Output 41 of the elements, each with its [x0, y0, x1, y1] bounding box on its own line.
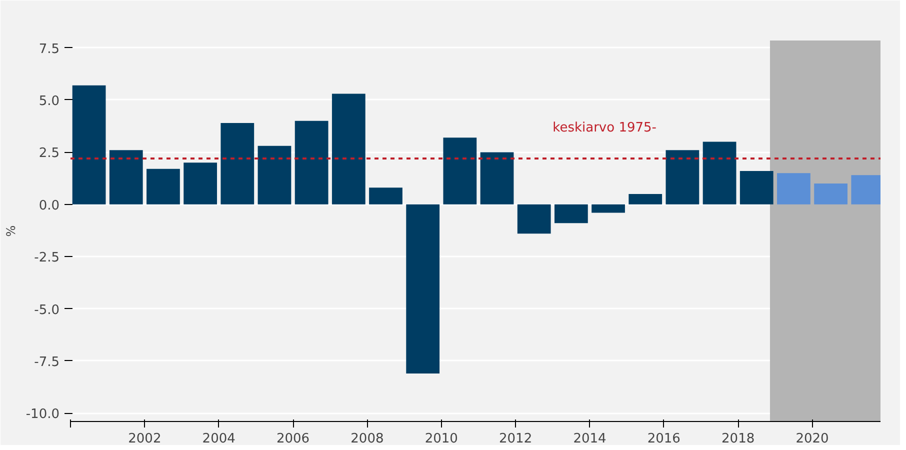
- bar: [666, 150, 700, 204]
- bar: [443, 138, 477, 204]
- bar: [184, 162, 217, 204]
- x-tick-label: 2016: [647, 432, 680, 446]
- bar: [702, 142, 736, 204]
- bar: [777, 173, 810, 204]
- y-tick-label: 5.0: [38, 94, 60, 109]
- y-tick-label: -5.0: [34, 302, 60, 318]
- bar: [146, 168, 180, 204]
- y-tick-label: -2.5: [34, 250, 60, 266]
- x-tick-label: 2002: [128, 432, 162, 446]
- bar: [592, 204, 625, 213]
- y-axis-title: %: [4, 225, 18, 237]
- bar: [554, 204, 588, 224]
- bar: [406, 204, 440, 374]
- x-tick-label: 2012: [499, 432, 532, 446]
- y-tick-label: -10.0: [26, 407, 60, 422]
- bar: [628, 194, 662, 204]
- bar: [740, 170, 774, 204]
- bar: [517, 204, 551, 234]
- bar: [258, 146, 292, 204]
- x-tick-label: 2006: [276, 432, 310, 446]
- x-tick-label: 2020: [796, 432, 829, 446]
- bar: [109, 150, 143, 204]
- y-tick-label: 7.5: [38, 42, 60, 57]
- x-tick-label: 2014: [573, 432, 606, 446]
- x-tick-label: 2018: [722, 432, 755, 446]
- bar: [294, 120, 328, 204]
- bar: [72, 85, 106, 204]
- x-tick-label: 2010: [424, 432, 458, 446]
- bar: [332, 94, 366, 204]
- ref-line-label: keskiarvo 1975-: [552, 120, 657, 136]
- y-tick-label: -7.5: [34, 354, 60, 370]
- bar: [814, 184, 848, 204]
- x-tick-label: 2004: [202, 432, 236, 446]
- x-tick-label: 2008: [350, 432, 384, 446]
- bar: [480, 152, 514, 204]
- bar: [220, 122, 254, 204]
- bar: [369, 188, 402, 204]
- y-tick-label: 2.5: [38, 146, 60, 162]
- y-tick-label: 0.0: [38, 198, 60, 214]
